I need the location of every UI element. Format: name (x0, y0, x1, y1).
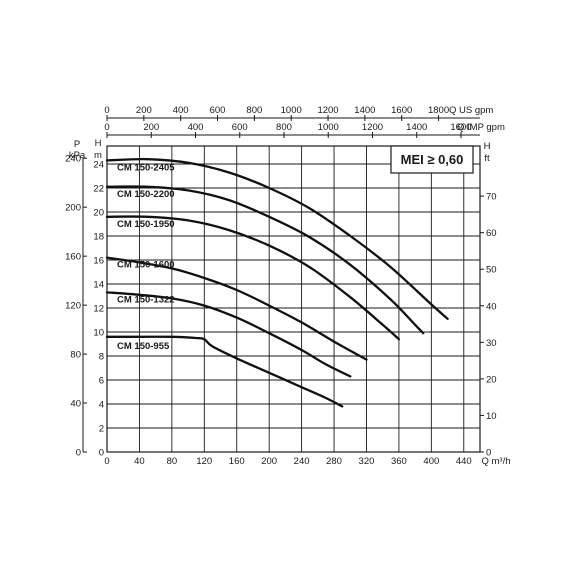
curve-label: CM 150-2405 (117, 162, 175, 173)
x-top-imp-label: Q IMP gpm (457, 122, 505, 133)
y-m-tick-label: 22 (93, 184, 104, 195)
curve-label: CM 150-1950 (117, 219, 175, 230)
y-m-label-top: H (95, 138, 102, 149)
curve-label: CM 150-2200 (117, 189, 175, 200)
x-bottom-tick-label: 240 (294, 456, 310, 467)
y-ft-tick-label: 50 (486, 265, 497, 276)
mei-badge-box (390, 145, 474, 174)
y-kpa-tick-label: 0 (76, 448, 81, 459)
y-kpa-tick-label: 120 (65, 301, 81, 312)
plot-frame (106, 145, 481, 453)
x-top-us-tick-label: 800 (246, 105, 262, 116)
y-m-tick-label: 18 (93, 232, 104, 243)
x-top-us-tick-label: 200 (136, 105, 152, 116)
y-ft-tick-label: 60 (486, 228, 497, 239)
x-top-imp-tick-label: 400 (188, 122, 204, 133)
curve-label: CM 150-1600 (117, 260, 175, 271)
curve-label: CM 150-1322 (117, 294, 175, 305)
axes: 0 40 80 120 160 200 240 280 320 360 400 440 Q m³/h0 2… (65, 105, 510, 467)
x-top-imp-tick-label: 1200 (362, 122, 383, 133)
y-m-label-unit: m (94, 150, 102, 161)
x-bottom-tick-label: 360 (391, 456, 407, 467)
x-top-us-tick-label: 1600 (391, 105, 412, 116)
x-bottom-tick-label: 80 (167, 456, 178, 467)
x-bottom-tick-label: 160 (229, 456, 245, 467)
y-m-tick-label: 8 (99, 352, 104, 363)
curves (105, 157, 449, 408)
x-top-us-tick-label: 400 (173, 105, 189, 116)
x-top-imp-tick-label: 800 (276, 122, 292, 133)
x-top-us-tick-label: 1400 (354, 105, 375, 116)
y-m-tick-label: 6 (99, 376, 104, 387)
x-bottom-tick-label: 120 (196, 456, 212, 467)
y-kpa-tick-label: 200 (65, 203, 81, 214)
curve-cm-150-955 (105, 335, 344, 408)
x-top-imp-tick-label: 1600 (450, 122, 471, 133)
x-top-imp-tick-label: 0 (104, 122, 109, 133)
y-kpa-tick-label: 40 (70, 399, 81, 410)
x-bottom-tick-label: 0 (104, 456, 109, 467)
x-bottom-tick-label: 280 (326, 456, 342, 467)
x-top-us-tick-label: 1000 (281, 105, 302, 116)
x-bottom-tick-label: 440 (456, 456, 472, 467)
y-m-tick-label: 0 (99, 448, 104, 459)
curve-cm-150-1600 (105, 256, 368, 361)
y-kpa-tick-label: 160 (65, 252, 81, 263)
y-ft-tick-label: 40 (486, 301, 497, 312)
mei-badge: MEI ≥ 0,60 (390, 145, 474, 174)
y-kpa-tick-label: 80 (70, 350, 81, 361)
x-top-us-tick-label: 1200 (317, 105, 338, 116)
y-kpa-tick-label: 240 (65, 154, 81, 165)
x-bottom-tick-label: 200 (261, 456, 277, 467)
x-top-us-tick-label: 1800 (428, 105, 449, 116)
y-ft-tick-label: 30 (486, 338, 497, 349)
x-bottom-tick-label: 320 (359, 456, 375, 467)
curve-cm-150-1950 (105, 215, 401, 341)
x-top-us-label: Q US gpm (449, 105, 493, 116)
curve-cm-150-1322 (105, 291, 352, 378)
mei-badge-text: MEI ≥ 0,60 (401, 152, 464, 167)
y-m-tick-label: 4 (99, 400, 104, 411)
y-m-tick-label: 2 (99, 424, 104, 435)
x-top-imp-tick-label: 200 (143, 122, 159, 133)
y-ft-label-unit: ft (484, 153, 490, 164)
y-ft-tick-label: 0 (486, 448, 491, 459)
y-m-tick-label: 20 (93, 208, 104, 219)
x-bottom-tick-label: 400 (423, 456, 439, 467)
curve-cm-150-2200 (105, 185, 425, 335)
y-ft-tick-label: 10 (486, 411, 497, 422)
labels: CM 150-2405 CM 150-2200 CM 150-1950 CM 150-… (117, 162, 175, 351)
y-ft-label-top: H (484, 141, 491, 152)
x-top-imp-tick-label: 600 (232, 122, 248, 133)
y-m-tick-label: 12 (93, 304, 104, 315)
y-ft-tick-label: 20 (486, 374, 497, 385)
curve-cm-150-2405 (105, 157, 449, 320)
y-m-tick-label: 14 (93, 280, 104, 291)
curve-label: CM 150-955 (117, 341, 170, 352)
y-m-tick-label: 10 (93, 328, 104, 339)
x-top-us-tick-label: 600 (210, 105, 226, 116)
y-ft-tick-label: 70 (486, 192, 497, 203)
x-top-us-tick-label: 0 (104, 105, 109, 116)
y-kpa-label-top: P (74, 139, 80, 150)
x-top-imp-tick-label: 1400 (406, 122, 427, 133)
x-bottom-tick-label: 40 (134, 456, 145, 467)
y-kpa-label-unit: kPa (69, 150, 86, 161)
x-top-imp-tick-label: 1000 (318, 122, 339, 133)
y-m-tick-label: 24 (93, 160, 104, 171)
x-bottom-axis-label: Q m³/h (481, 456, 510, 467)
y-m-tick-label: 16 (93, 256, 104, 267)
